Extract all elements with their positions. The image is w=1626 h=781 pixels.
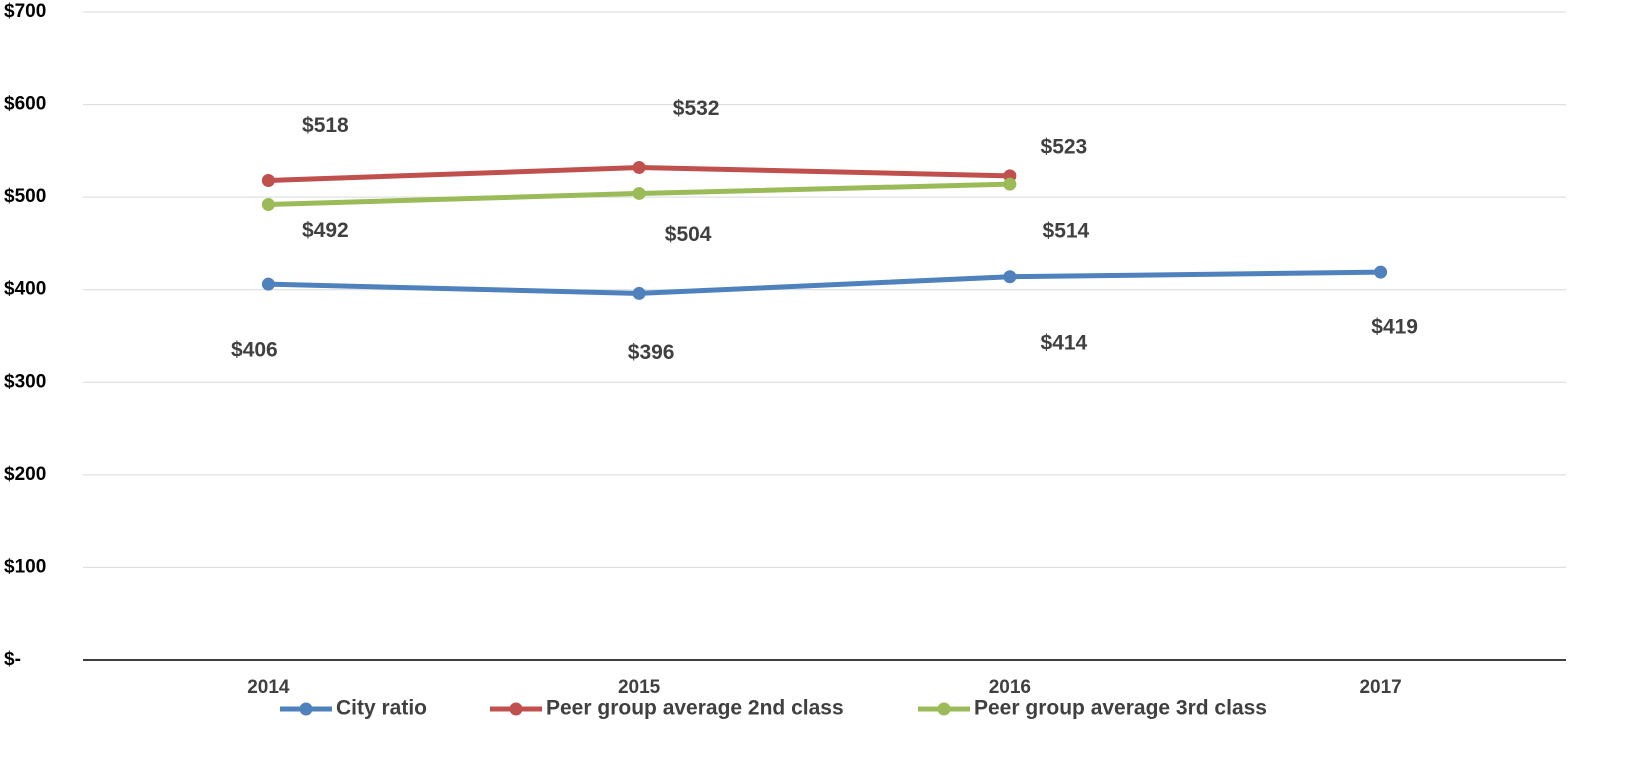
y-tick-label: $200 (4, 464, 46, 485)
data-point (1374, 265, 1388, 279)
y-tick-label: $700 (4, 1, 46, 22)
data-label: $518 (302, 114, 349, 137)
legend-label: City ratio (336, 697, 427, 720)
data-point (632, 161, 646, 175)
y-tick-label: $500 (4, 186, 46, 207)
x-tick-label: 2015 (618, 677, 661, 698)
y-tick-label: $- (4, 649, 21, 670)
y-tick-label: $100 (4, 556, 46, 577)
data-point (1003, 177, 1017, 191)
data-label: $414 (1041, 331, 1088, 354)
data-point (1003, 270, 1017, 284)
data-label: $492 (302, 219, 349, 242)
legend-label: Peer group average 3rd class (974, 697, 1267, 720)
series-line (268, 269, 1381, 296)
data-label: $419 (1371, 316, 1418, 339)
data-label: $532 (673, 97, 720, 120)
y-tick-label: $300 (4, 371, 46, 392)
x-tick-label: 2016 (989, 677, 1031, 698)
y-tick-label: $600 (4, 94, 46, 115)
legend-marker (299, 702, 313, 716)
data-label: $523 (1041, 135, 1088, 158)
legend-label: Peer group average 2nd class (546, 697, 844, 720)
data-point (261, 277, 275, 291)
x-tick-label: 2017 (1359, 677, 1401, 698)
legend-marker (509, 702, 523, 716)
data-point (261, 173, 275, 187)
x-tick-label: 2014 (247, 677, 290, 698)
data-label: $396 (628, 341, 675, 364)
y-tick-label: $400 (4, 279, 46, 300)
data-point (261, 198, 275, 212)
data-label: $406 (231, 339, 278, 362)
data-point (632, 186, 646, 200)
data-label: $514 (1043, 220, 1090, 243)
legend-marker (937, 702, 951, 716)
data-label: $504 (665, 223, 712, 246)
data-point (632, 286, 646, 300)
